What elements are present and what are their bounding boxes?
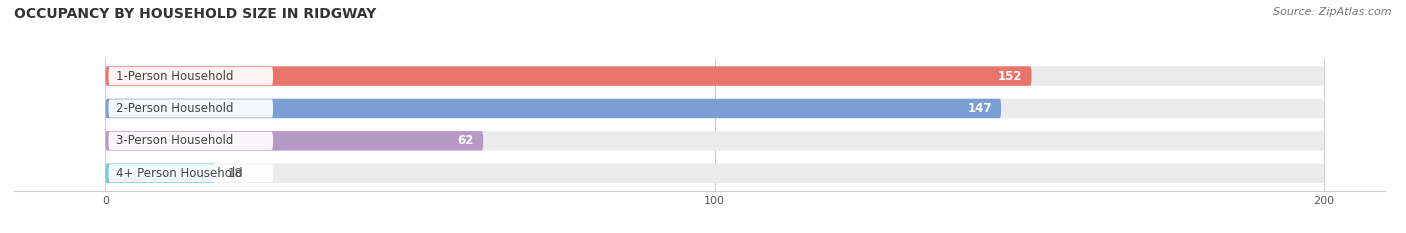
Text: 2-Person Household: 2-Person Household [115, 102, 233, 115]
FancyBboxPatch shape [105, 99, 1324, 118]
Text: 1-Person Household: 1-Person Household [115, 70, 233, 82]
Text: 147: 147 [967, 102, 993, 115]
FancyBboxPatch shape [105, 66, 1324, 86]
FancyBboxPatch shape [105, 131, 484, 151]
FancyBboxPatch shape [105, 99, 1001, 118]
Text: 18: 18 [228, 167, 242, 180]
FancyBboxPatch shape [105, 164, 1324, 183]
FancyBboxPatch shape [108, 164, 273, 182]
Text: 152: 152 [998, 70, 1022, 82]
FancyBboxPatch shape [105, 66, 1032, 86]
Text: OCCUPANCY BY HOUSEHOLD SIZE IN RIDGWAY: OCCUPANCY BY HOUSEHOLD SIZE IN RIDGWAY [14, 7, 377, 21]
FancyBboxPatch shape [105, 164, 215, 183]
Text: 62: 62 [458, 134, 474, 147]
Text: 3-Person Household: 3-Person Household [115, 134, 233, 147]
Text: Source: ZipAtlas.com: Source: ZipAtlas.com [1274, 7, 1392, 17]
Text: 4+ Person Household: 4+ Person Household [115, 167, 243, 180]
FancyBboxPatch shape [108, 99, 273, 117]
FancyBboxPatch shape [108, 132, 273, 150]
FancyBboxPatch shape [108, 67, 273, 85]
FancyBboxPatch shape [105, 131, 1324, 151]
